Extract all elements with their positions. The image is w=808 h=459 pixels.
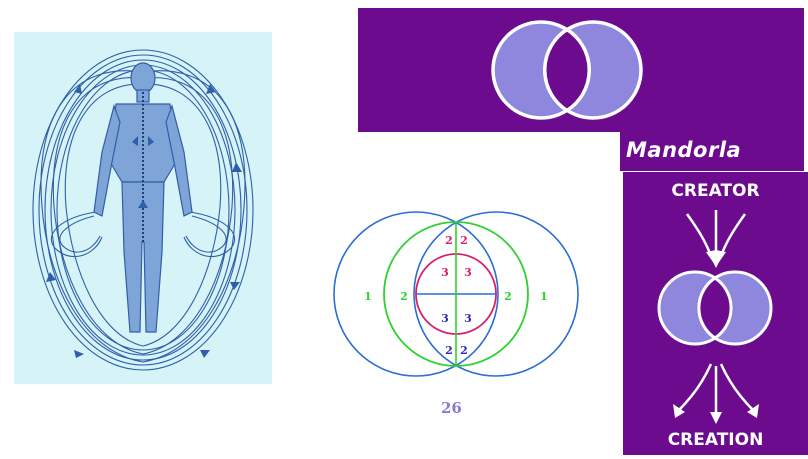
arrow-down-icon	[716, 250, 726, 265]
creation-label: CREATION	[667, 430, 764, 450]
label-vesica-top-right: 2	[460, 234, 468, 247]
flow-arrows	[46, 84, 242, 358]
energy-field-drawing	[32, 49, 254, 371]
creator-label: CREATOR	[671, 181, 760, 201]
arrow-icon	[74, 350, 84, 358]
human-silhouette	[93, 62, 193, 333]
mandorla-circles	[491, 20, 643, 120]
label-middle-right: 2	[504, 290, 512, 303]
arrow-icon	[138, 200, 148, 208]
arrow-down-icon	[747, 404, 759, 418]
label-inner-lower-left: 3	[441, 312, 449, 325]
arrow-icon	[200, 350, 210, 358]
outgoing-arrowheads	[673, 404, 759, 424]
label-outer-left: 1	[364, 290, 372, 303]
label-inner-upper-left: 3	[441, 266, 449, 279]
incoming-arrows	[685, 210, 747, 258]
outer-right-circle	[413, 211, 579, 377]
arrow-icon	[206, 84, 216, 94]
arrow-icon	[230, 282, 240, 290]
human-energy-field-image	[14, 32, 272, 384]
arrow-icon	[148, 136, 154, 146]
mandorla-label-box: Mandorla	[620, 125, 804, 171]
energy-field-loops	[32, 49, 254, 371]
label-outer-right: 1	[540, 290, 548, 303]
label-vesica-top-left: 2	[445, 234, 453, 247]
geometry-svg: 1 1 2 2 2 2 2 2 3 3 3 3	[333, 211, 579, 377]
outgoing-arrows	[678, 363, 754, 416]
arrow-icon	[74, 84, 82, 94]
label-vesica-bottom-left: 2	[445, 344, 453, 357]
creation-flow-diagram	[657, 210, 773, 424]
creator-creation-panel: CREATOR CREATION	[623, 172, 808, 455]
label-inner-lower-right: 3	[464, 312, 472, 325]
label-inner-upper-right: 3	[464, 266, 472, 279]
arrow-down-icon	[673, 404, 685, 418]
arrow-icon	[132, 136, 138, 146]
label-middle-left: 2	[400, 290, 408, 303]
mandorla-panel	[358, 8, 804, 132]
mandorla-title: Mandorla	[626, 138, 742, 162]
arrow-icon	[232, 162, 242, 172]
incoming-arrowheads	[706, 250, 726, 268]
figure-number: 26	[441, 399, 462, 417]
label-vesica-bottom-right: 2	[460, 344, 468, 357]
vesica-geometry-diagram: 1 1 2 2 2 2 2 2 3 3 3 3	[330, 208, 582, 378]
arrow-down-icon	[710, 412, 722, 424]
arrow-icon	[46, 272, 56, 282]
outer-left-circle	[333, 211, 499, 377]
